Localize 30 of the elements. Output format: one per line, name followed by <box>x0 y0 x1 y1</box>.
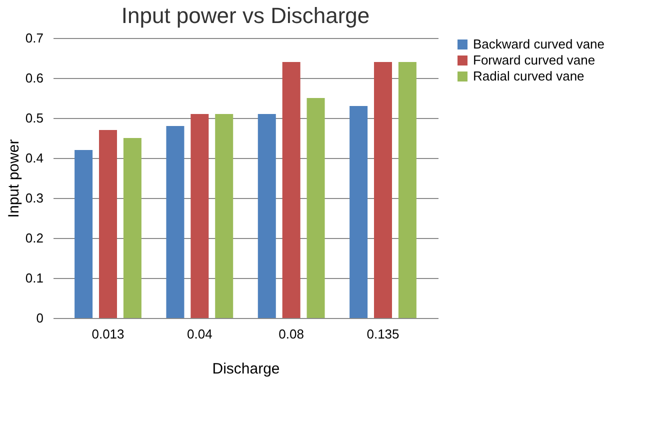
y-tick-label: 0.4 <box>25 150 44 166</box>
bar <box>215 114 234 318</box>
y-tick-label: 0.1 <box>25 270 44 286</box>
bar <box>99 130 117 318</box>
x-tick-label: 0.013 <box>92 326 124 342</box>
bar <box>306 98 325 318</box>
y-tick-label: 0.3 <box>25 190 44 206</box>
bar <box>74 150 93 318</box>
chart-title: Input power vs Discharge <box>121 3 370 28</box>
bar <box>166 126 184 318</box>
x-tick-label: 0.135 <box>366 326 400 342</box>
bar <box>258 114 276 318</box>
x-tick-label: 0.04 <box>187 326 212 342</box>
y-tick-label: 0 <box>36 310 44 326</box>
bar <box>398 62 416 318</box>
y-tick-label: 0.6 <box>25 70 44 86</box>
bar <box>123 138 142 318</box>
y-tick-label: 0.7 <box>25 30 44 46</box>
legend-label: Backward curved vane <box>473 36 605 52</box>
legend-label: Radial curved vane <box>473 68 584 84</box>
y-axis-title: Input power <box>5 139 22 218</box>
x-tick-label: 0.08 <box>278 326 304 342</box>
y-tick-label: 0.5 <box>25 110 44 126</box>
bar <box>282 62 300 318</box>
bar <box>350 106 368 318</box>
bar <box>374 62 392 318</box>
y-tick-label: 0.2 <box>25 230 44 246</box>
legend-label: Forward curved vane <box>473 52 596 68</box>
x-axis-title: Discharge <box>212 360 280 378</box>
bar <box>190 114 209 318</box>
